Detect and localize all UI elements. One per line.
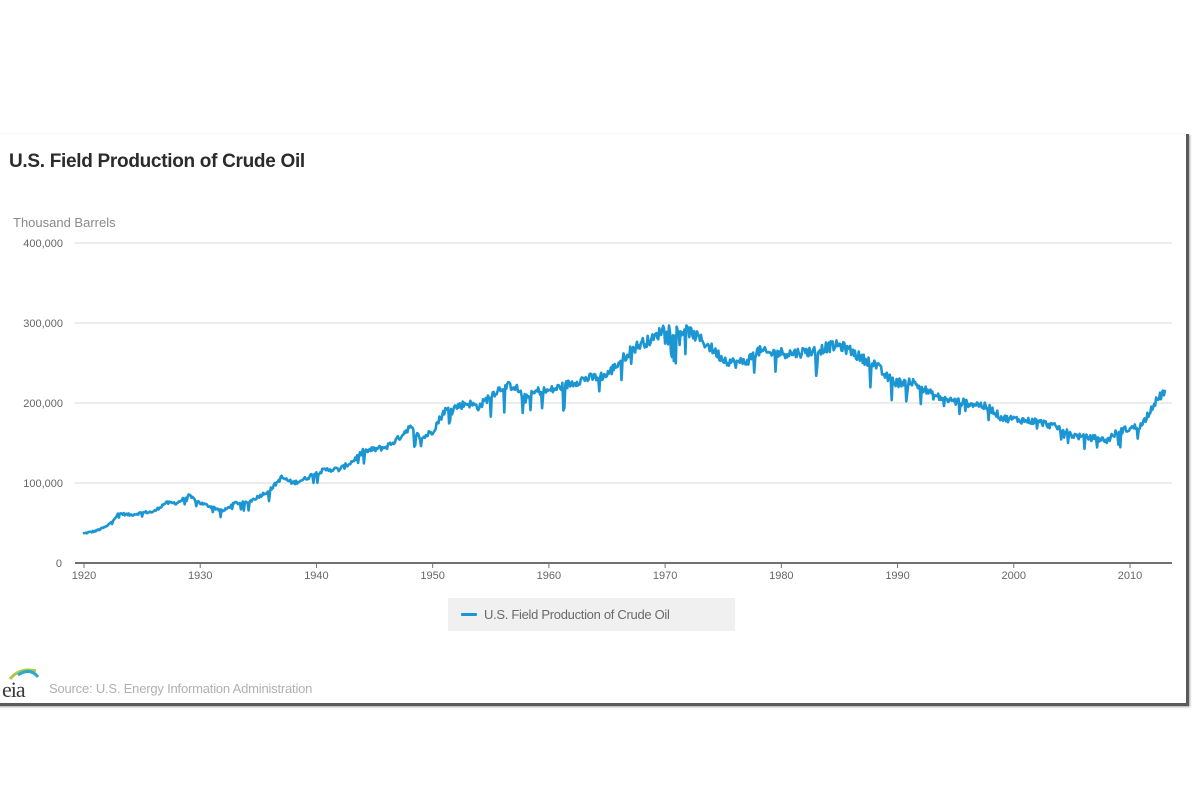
series-group	[82, 324, 1167, 535]
y-tick-label: 300,000	[23, 318, 63, 330]
gridlines	[75, 242, 1172, 484]
x-axis: 1920 1930 1940 1950 1960 1970 1980 1990 2000 2010	[72, 562, 1172, 582]
eia-logo: eia	[2, 665, 42, 701]
x-tick-label: 1960	[537, 570, 561, 582]
x-tick-label: 1950	[420, 570, 444, 582]
y-tick-label: 200,000	[23, 398, 63, 410]
x-tick-label: 1930	[188, 570, 212, 582]
y-tick-label: 0	[56, 558, 62, 570]
legend-swatch	[461, 613, 477, 616]
legend[interactable]: U.S. Field Production of Crude Oil	[448, 598, 735, 631]
x-tick-label: 2000	[1002, 570, 1026, 582]
chart-title: U.S. Field Production of Crude Oil	[9, 151, 305, 172]
series-line	[82, 324, 1167, 535]
x-tick-label: 1940	[304, 570, 328, 582]
y-tick-label: 100,000	[23, 478, 63, 490]
eia-logo-arc-icon	[8, 668, 40, 681]
y-axis-label: Thousand Barrels	[13, 215, 116, 230]
legend-label: U.S. Field Production of Crude Oil	[484, 607, 670, 622]
source-text: Source: U.S. Energy Information Administ…	[49, 681, 313, 696]
x-tick-label: 1980	[769, 570, 793, 582]
y-tick-label: 400,000	[23, 238, 63, 250]
chart-frame	[0, 134, 1189, 706]
y-tick-labels: 0 100,000 200,000 300,000 400,000	[23, 238, 63, 570]
x-tick-label: 1990	[885, 570, 909, 582]
x-tick-label: 2010	[1118, 570, 1142, 582]
source-footer: eia Source: U.S. Energy Information Admi…	[2, 665, 312, 701]
x-tick-label: 1920	[72, 570, 96, 582]
eia-logo-text: eia	[2, 677, 26, 702]
x-tick-label: 1970	[653, 570, 677, 582]
